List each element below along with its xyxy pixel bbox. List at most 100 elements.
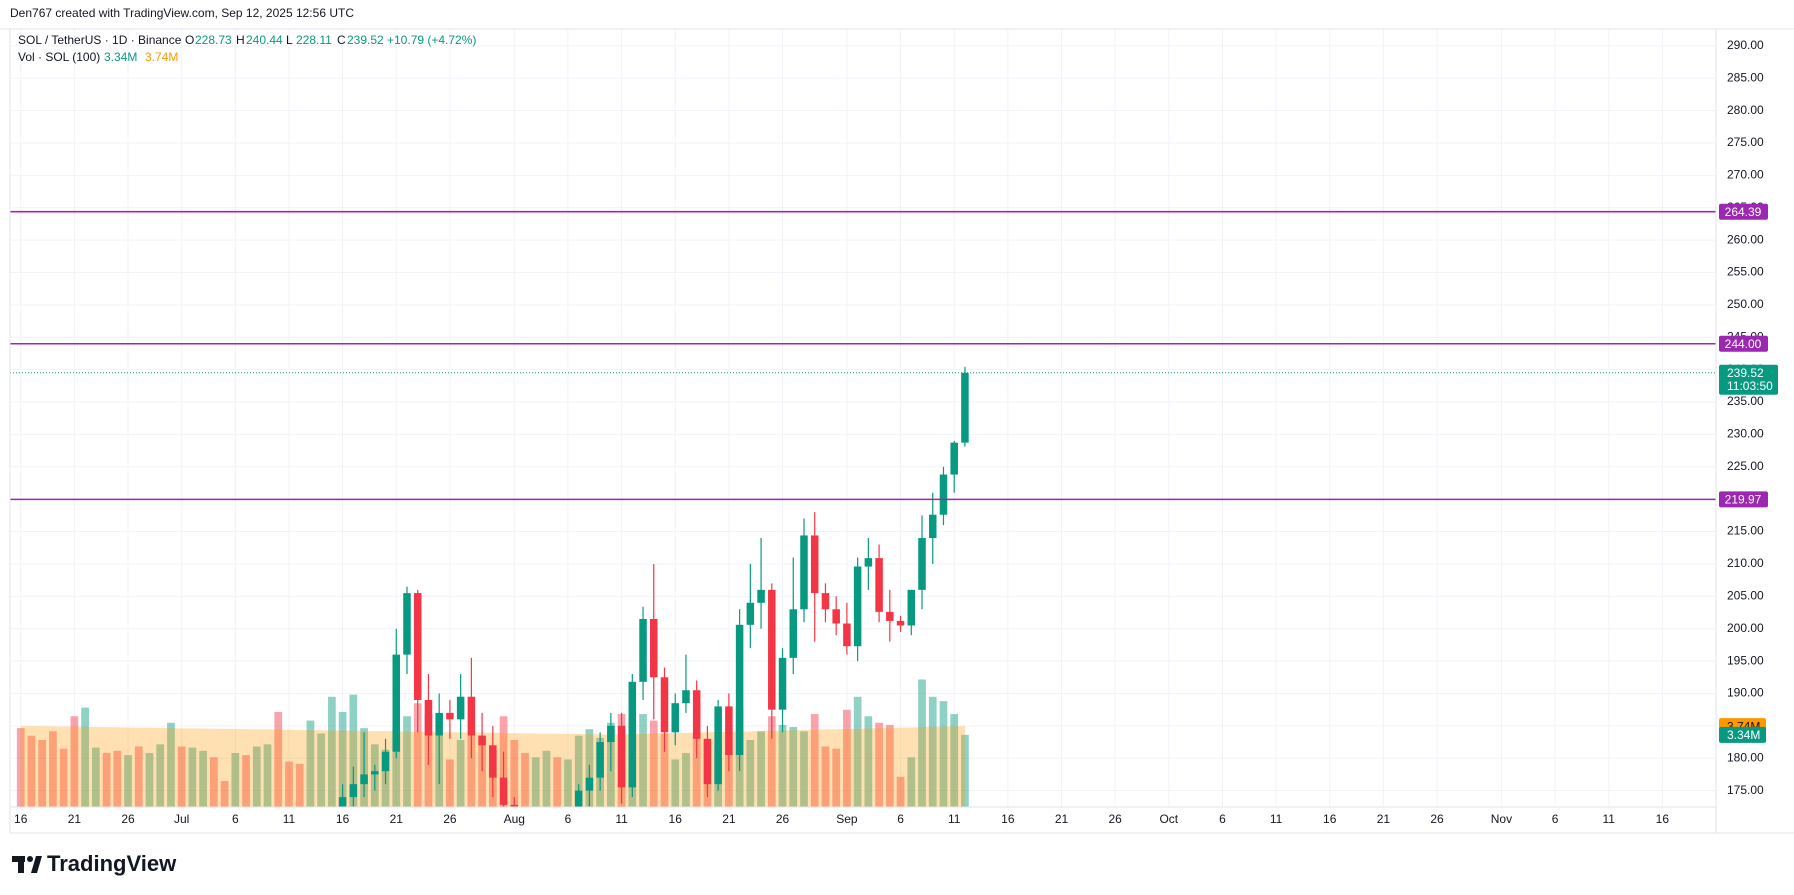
candles xyxy=(338,366,969,807)
candle-body xyxy=(961,372,969,443)
candle-body xyxy=(585,777,594,791)
candle-body xyxy=(650,618,658,678)
x-tick-label: Oct xyxy=(1159,812,1178,826)
candle-body xyxy=(456,696,465,720)
volume-bar xyxy=(446,759,454,807)
candle-body xyxy=(703,738,712,785)
x-tick-label: 11 xyxy=(283,812,296,826)
volume-last-label: 3.34M xyxy=(1727,728,1760,742)
volume-bar xyxy=(800,731,808,807)
frame xyxy=(0,28,1794,834)
candle-body xyxy=(489,745,497,778)
candle-body xyxy=(768,589,776,710)
candle-body xyxy=(381,751,390,772)
volume-bar xyxy=(81,707,89,807)
candle-body xyxy=(714,706,722,785)
y-tick-label: 275.00 xyxy=(1727,135,1764,149)
ohlc-key: L xyxy=(286,33,293,47)
volume-bar xyxy=(124,755,132,807)
level-label-box xyxy=(1719,491,1768,508)
candle-body xyxy=(692,690,701,739)
symbol-title: SOL / TetherUS · 1D · Binance xyxy=(18,33,182,47)
x-tick-label: 21 xyxy=(1377,812,1391,826)
volume-bar xyxy=(885,724,894,807)
candle-body xyxy=(446,712,454,720)
y-tick-label: 195.00 xyxy=(1727,653,1764,667)
volume-bar xyxy=(156,744,165,807)
volume-bar xyxy=(467,735,476,807)
volume-bar xyxy=(918,679,926,807)
candle-body xyxy=(875,558,883,612)
volume-bar xyxy=(295,763,304,807)
x-tick-label: 11 xyxy=(615,812,628,826)
candle-body xyxy=(928,514,937,539)
volume-bar xyxy=(778,724,787,807)
volume-bar xyxy=(853,696,862,807)
x-tick-label: 21 xyxy=(722,812,736,826)
ohlc-key: H xyxy=(236,33,245,47)
volume-bar xyxy=(231,752,240,807)
x-tick-label: Sep xyxy=(836,812,858,826)
volume-bar xyxy=(456,740,465,807)
ohlc-key: O xyxy=(185,33,194,47)
candle-body xyxy=(821,593,830,610)
x-tick-label: Nov xyxy=(1491,812,1512,826)
volume-bar xyxy=(188,747,197,807)
level-label: 244.00 xyxy=(1725,337,1762,351)
volume-bar xyxy=(531,757,540,807)
y-tick-label: 215.00 xyxy=(1727,524,1764,538)
candle-body xyxy=(800,535,808,610)
x-tick-label: 16 xyxy=(14,812,28,826)
candle-body xyxy=(746,602,755,625)
x-tick-label: 11 xyxy=(1602,812,1615,826)
candle-body xyxy=(864,558,873,567)
y-tick-label: 180.00 xyxy=(1727,750,1764,764)
candle-body xyxy=(886,611,894,621)
volume-bar xyxy=(639,714,647,807)
volume-bar xyxy=(478,742,486,807)
candle-body xyxy=(907,589,916,626)
x-tick-label: 26 xyxy=(1430,812,1444,826)
x-tick-label: 6 xyxy=(1219,812,1226,826)
ohlc-value: 239.52 xyxy=(347,33,384,47)
y-tick-label: 205.00 xyxy=(1727,588,1764,602)
volume-bar xyxy=(392,729,401,807)
candle-body xyxy=(349,784,358,798)
candle-body xyxy=(499,777,508,805)
candle-body xyxy=(725,706,733,755)
volume-bar xyxy=(510,740,519,807)
y-tick-label: 255.00 xyxy=(1727,265,1764,279)
volume-bar xyxy=(317,733,326,807)
candle-body xyxy=(574,790,583,807)
volume-value: 3.34M xyxy=(104,50,137,64)
logo-shape xyxy=(27,856,33,862)
volume-bar xyxy=(950,714,959,807)
candle-body xyxy=(671,703,679,733)
volume-bar xyxy=(746,740,755,807)
last-price-label: 239.52 xyxy=(1727,366,1764,380)
volume-bar xyxy=(821,746,830,807)
candle-body xyxy=(617,725,626,788)
axes: 175.00180.00185.00190.00195.00200.00205.… xyxy=(14,38,1778,826)
volume-bar xyxy=(810,714,819,807)
volume-bar xyxy=(961,734,969,807)
y-tick-label: 250.00 xyxy=(1727,297,1764,311)
level-label-box xyxy=(1719,203,1768,220)
volume-bar xyxy=(27,735,36,807)
volume-bar xyxy=(671,759,680,807)
x-tick-label: 6 xyxy=(565,812,572,826)
volume-bar xyxy=(177,746,186,807)
brand-logo: TradingView xyxy=(12,851,177,876)
volume-bar xyxy=(220,781,229,807)
candle-body xyxy=(939,474,948,515)
volume-bar xyxy=(542,750,551,807)
volume-bar xyxy=(209,757,218,807)
candle-body xyxy=(735,624,744,755)
logo-shape xyxy=(31,856,42,873)
candle-body xyxy=(682,690,690,704)
y-tick-label: 190.00 xyxy=(1727,686,1764,700)
candle-body xyxy=(403,593,411,655)
